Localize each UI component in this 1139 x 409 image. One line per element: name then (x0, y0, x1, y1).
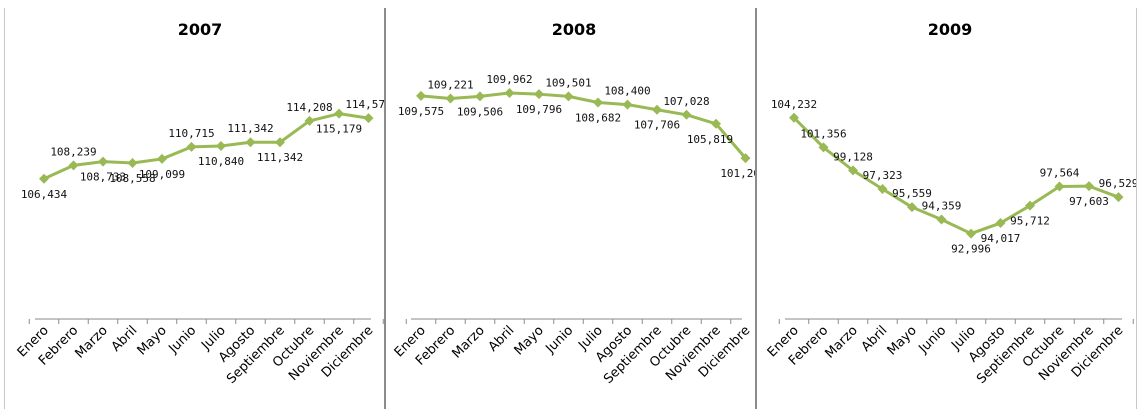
data-label: 97,323 (863, 169, 903, 182)
data-label: 94,359 (922, 200, 962, 213)
data-label: 97,603 (1069, 195, 1109, 208)
data-point-marker (1113, 192, 1124, 203)
x-tick-label: Junio (915, 323, 949, 357)
data-point-marker (995, 218, 1006, 229)
data-label: 109,221 (427, 78, 473, 91)
data-point-marker (1054, 181, 1065, 192)
data-point-marker (789, 112, 799, 123)
data-label: 106,434 (21, 188, 68, 201)
line-chart-2008: 2008 109,575 109,221 109,506 109,962 109,796 1… (392, 20, 755, 387)
data-label: 96,529 (1099, 177, 1136, 190)
data-label: 111,342 (227, 122, 273, 135)
data-label: 97,564 (1040, 166, 1080, 179)
data-label: 101,356 (800, 127, 846, 140)
data-point-marker (1025, 200, 1035, 211)
data-label: 109,099 (139, 168, 185, 181)
data-point-marker (740, 153, 751, 164)
data-point-marker (363, 113, 374, 124)
data-label: 107,028 (663, 95, 709, 108)
data-label: 109,962 (486, 73, 532, 86)
data-label: 108,239 (50, 145, 96, 158)
data-point-marker (475, 91, 485, 102)
data-point-marker (936, 214, 947, 225)
data-label: 108,400 (604, 85, 650, 98)
chart-panel-2008: 2008 109,575 109,221 109,506 109,962 109,796 1… (386, 8, 755, 407)
data-label: 108,733 (80, 171, 126, 184)
series-line (43, 112, 369, 181)
data-point-marker (334, 108, 344, 119)
data-point-marker (1084, 181, 1094, 192)
chart-title: 2007 (178, 20, 223, 39)
data-point-marker (304, 115, 315, 126)
data-point-marker (157, 153, 167, 164)
data-label: 94,017 (981, 232, 1021, 245)
data-label: 110,840 (198, 155, 244, 168)
data-point-marker (593, 97, 603, 108)
data-point-marker (216, 140, 226, 151)
data-label: 95,712 (1010, 215, 1050, 228)
data-point-marker (652, 104, 662, 115)
series-line (420, 91, 747, 160)
data-label: 115,179 (316, 123, 362, 136)
data-point-marker (622, 99, 633, 110)
data-label: 107,706 (634, 119, 680, 132)
data-point-marker (68, 160, 79, 171)
chart-frame-left (4, 8, 5, 409)
x-tick-label: Marzo (72, 323, 110, 361)
chart-title: 2008 (552, 20, 597, 39)
chart-panel-2007: 2007 106,434 108,239 108,733 108,558 109,099 1… (5, 8, 384, 407)
data-point-marker (877, 183, 888, 194)
data-label: 104,232 (771, 98, 817, 111)
x-tick-label: Marzo (449, 323, 487, 361)
panel-divider (755, 8, 757, 409)
line-chart-2009: 2009 104,232 101,356 99,128 97,323 95,55994,3… (765, 20, 1136, 387)
data-label: 110,715 (168, 127, 214, 140)
data-point-marker (534, 89, 544, 100)
x-tick-label: Junio (542, 323, 576, 357)
data-label: 111,342 (257, 151, 303, 164)
x-tick-label: Marzo (822, 323, 860, 361)
data-label: 114,575 (345, 98, 384, 111)
data-label: 109,506 (457, 105, 503, 118)
data-point-marker (186, 141, 197, 152)
data-point-marker (127, 157, 138, 168)
data-point-marker (98, 156, 108, 167)
data-label: 108,682 (575, 111, 621, 124)
data-point-marker (848, 165, 858, 176)
data-point-marker (907, 202, 917, 213)
data-label: 101,207 (720, 167, 755, 180)
data-point-marker (818, 142, 829, 153)
data-label: 109,796 (516, 103, 562, 116)
chart-panel-2009: 2009 104,232 101,356 99,128 97,323 95,559 94,3… (757, 8, 1136, 407)
data-label: 99,128 (833, 150, 873, 163)
x-tick-label: Mayo (885, 323, 920, 358)
data-label: 109,501 (545, 76, 591, 89)
data-label: 105,819 (687, 133, 733, 146)
data-label: 109,575 (398, 105, 444, 118)
x-tick-label: Mayo (135, 323, 170, 358)
data-point-marker (445, 93, 456, 104)
data-point-marker (711, 118, 721, 129)
data-point-marker (681, 109, 692, 120)
data-point-marker (245, 137, 256, 148)
x-tick-label: Junio (165, 323, 199, 357)
data-label: 95,559 (892, 187, 932, 200)
data-point-marker (416, 90, 426, 101)
data-point-marker (966, 228, 976, 239)
data-point-marker (563, 91, 574, 102)
chart-frame-right (1136, 8, 1137, 409)
data-label: 108,558 (109, 172, 155, 185)
chart-title: 2009 (928, 20, 973, 39)
data-label: 92,996 (951, 243, 991, 256)
data-point-marker (504, 87, 515, 98)
data-point-marker (275, 137, 285, 148)
data-label: 114,208 (286, 101, 332, 114)
panel-divider (384, 8, 386, 409)
x-tick-label: Mayo (512, 323, 547, 358)
data-point-marker (39, 173, 49, 184)
